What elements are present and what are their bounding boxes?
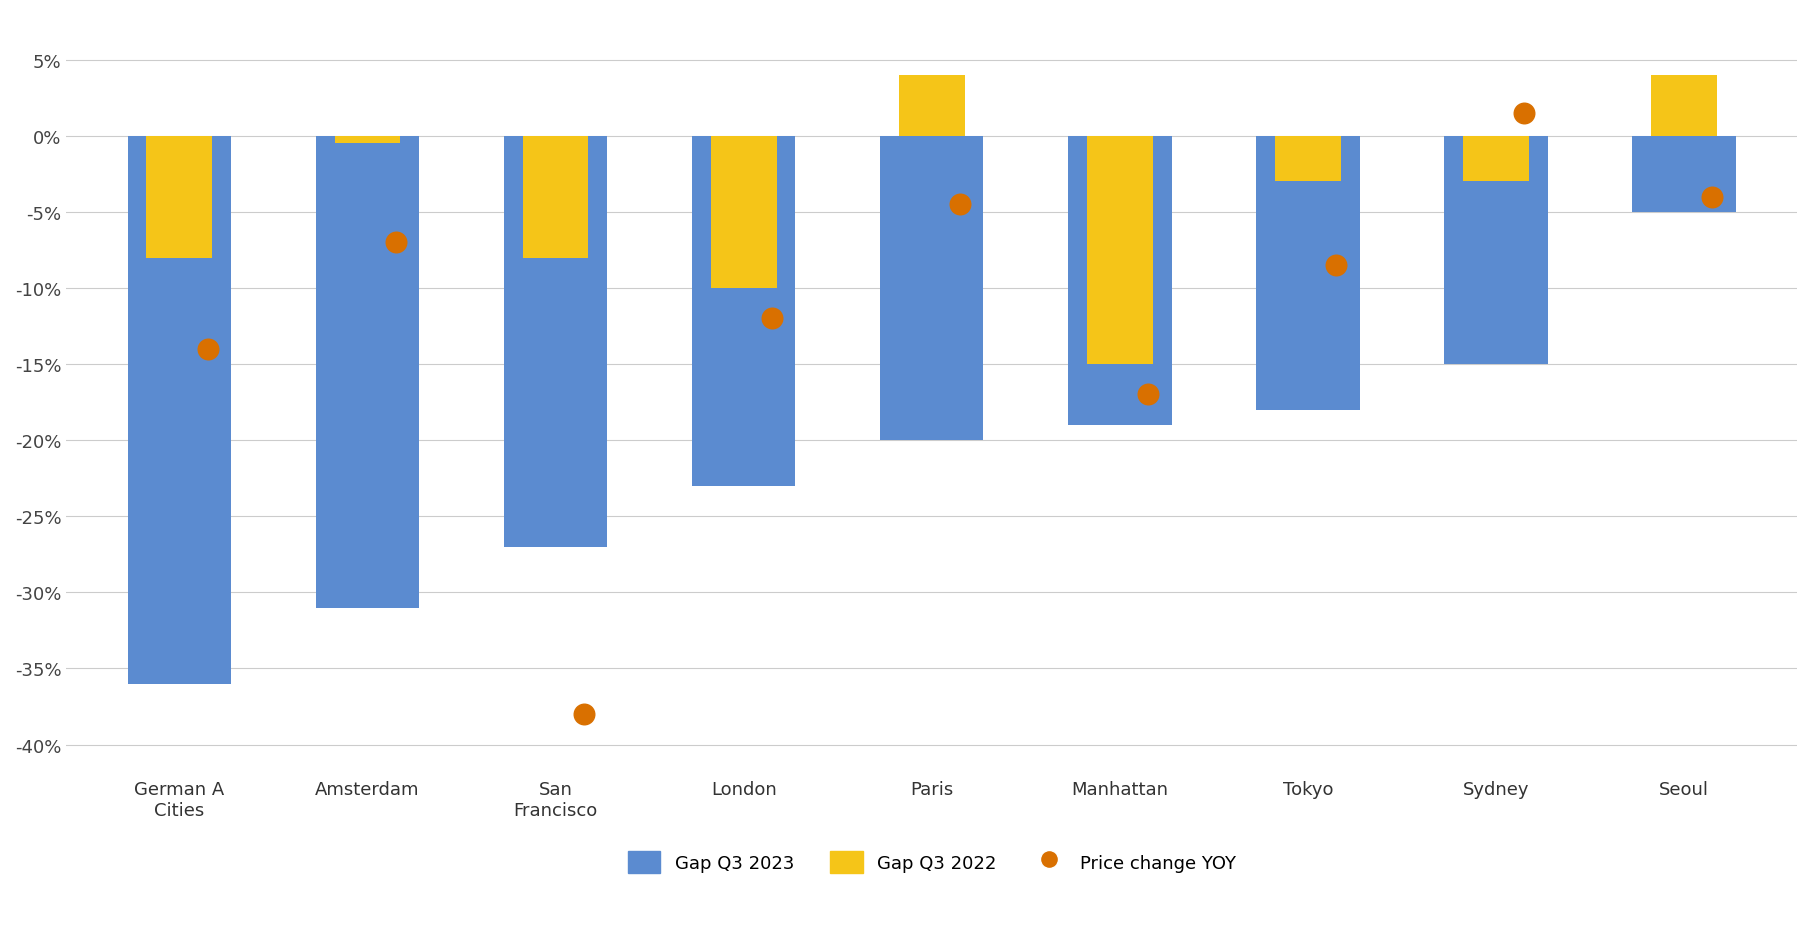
Bar <box>1067 137 1172 426</box>
Bar <box>315 137 419 607</box>
Point <box>1698 190 1727 205</box>
Point <box>381 236 410 251</box>
Bar <box>1256 137 1359 410</box>
Bar <box>1462 137 1529 183</box>
Bar <box>1651 76 1718 137</box>
Bar <box>710 137 777 288</box>
Point <box>1321 258 1350 273</box>
Bar <box>692 137 795 487</box>
Bar <box>1444 137 1547 365</box>
Bar <box>335 137 400 144</box>
Bar <box>127 137 232 684</box>
Bar <box>899 76 964 137</box>
Point <box>757 312 786 327</box>
Bar <box>881 137 984 441</box>
Legend: Gap Q3 2023, Gap Q3 2022, Price change YOY: Gap Q3 2023, Gap Q3 2022, Price change Y… <box>622 843 1243 880</box>
Point <box>1134 388 1163 402</box>
Point <box>946 197 975 212</box>
Point <box>569 707 598 722</box>
Bar <box>1276 137 1341 183</box>
Bar <box>504 137 607 547</box>
Bar <box>1633 137 1736 212</box>
Point <box>194 342 223 357</box>
Bar <box>1087 137 1152 365</box>
Bar <box>522 137 589 258</box>
Point <box>1509 107 1538 122</box>
Bar <box>147 137 212 258</box>
